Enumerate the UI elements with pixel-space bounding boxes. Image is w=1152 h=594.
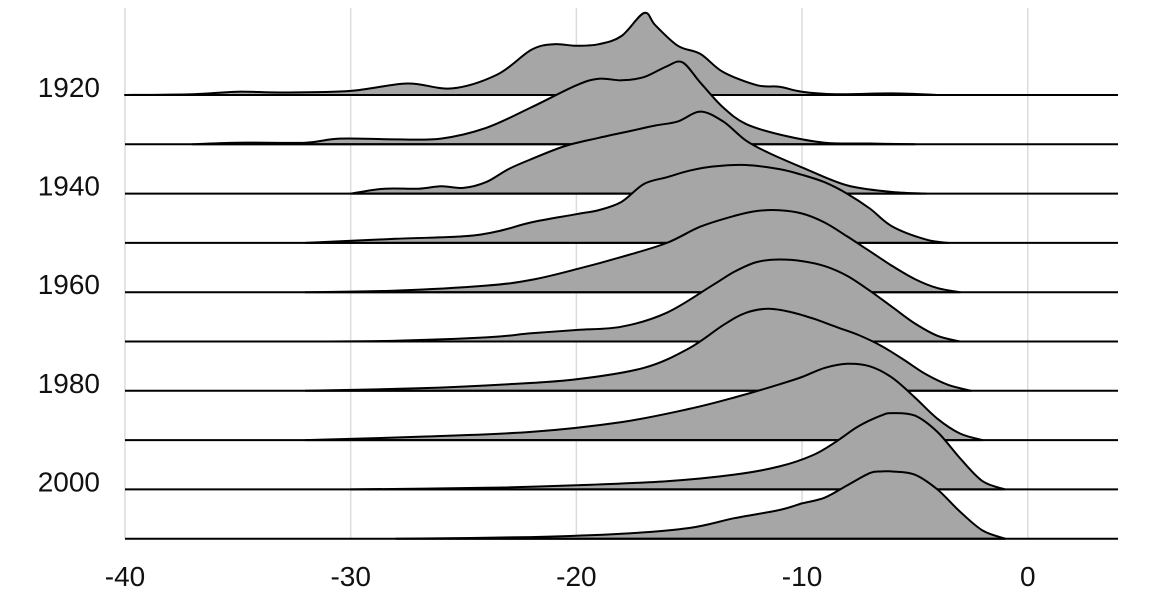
y-tick-label-4: 2000 <box>38 466 100 497</box>
x-tick-label-1: -30 <box>330 561 370 592</box>
y-tick-label-3: 1980 <box>38 368 100 399</box>
x-tick-label-4: 0 <box>1020 561 1036 592</box>
ridge-9 <box>125 470 1118 540</box>
ridge-area-7 <box>304 362 984 442</box>
y-axis: 1920 1940 1960 1980 2000 <box>38 72 100 497</box>
ridge-area-8 <box>349 412 1007 491</box>
x-tick-label-0: -40 <box>105 561 145 592</box>
ridge-area-6 <box>304 307 973 392</box>
ridge-area-0 <box>124 11 939 96</box>
ridges <box>124 11 1118 540</box>
ridge-8 <box>125 412 1118 491</box>
ridge-area-1 <box>191 60 916 146</box>
y-tick-label-2: 1960 <box>38 269 100 300</box>
ridge-7 <box>125 362 1118 442</box>
x-axis: -40 -30 -20 -10 0 <box>105 561 1036 592</box>
y-tick-label-0: 1920 <box>38 72 100 103</box>
y-tick-label-1: 1940 <box>38 171 100 202</box>
x-tick-label-2: -20 <box>556 561 596 592</box>
x-tick-label-3: -10 <box>782 561 822 592</box>
ridge-6 <box>125 307 1118 392</box>
ridge-area-9 <box>394 470 1007 540</box>
